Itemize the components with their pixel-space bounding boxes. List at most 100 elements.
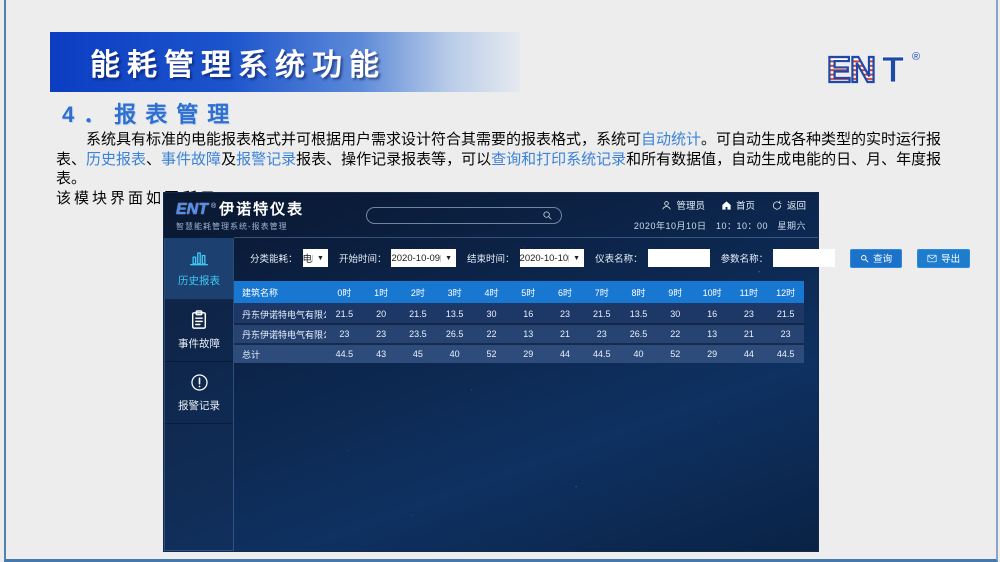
value-cell: 22 bbox=[670, 329, 681, 339]
query-button[interactable]: 查询 bbox=[850, 248, 903, 268]
sidebar-item-event-fault[interactable]: 事件故障 bbox=[165, 300, 233, 362]
value-cell: 44 bbox=[743, 349, 754, 359]
value-cell: 21.5 bbox=[335, 309, 354, 319]
value-cell: 23 bbox=[743, 309, 754, 319]
sidebar-item-alarm-record[interactable]: 报警记录 bbox=[165, 362, 233, 424]
back-button[interactable]: 返回 bbox=[771, 198, 806, 212]
chevron-down-icon: ▼ bbox=[440, 254, 456, 262]
datetime-display: 2020年10月10日 10：10：00 星期六 bbox=[633, 221, 806, 231]
value-cell: 21 bbox=[559, 329, 570, 339]
table-total-row[interactable]: 总计 44.5 43 45 40 52 29 44 44.5 40 52 29 44 44.5 bbox=[234, 343, 804, 363]
value-cell: 52 bbox=[486, 349, 497, 359]
table-header-cell: 建筑名称 bbox=[242, 287, 279, 298]
app-body: 历史报表 事件故障 bbox=[164, 238, 971, 551]
sidebar-empty-panel bbox=[165, 424, 233, 550]
home-button[interactable]: 首页 bbox=[721, 198, 755, 212]
value-cell: 16 bbox=[707, 309, 718, 319]
building-name-cell: 总计 bbox=[242, 349, 261, 360]
section-title: 4．报表管理 bbox=[62, 102, 239, 127]
sidebar-item-label: 报警记录 bbox=[178, 399, 220, 412]
table-row[interactable]: 丹东伊诺特电气有限公司 23 23 23.5 26.5 22 13 21 23 26.5 22 13 2… bbox=[234, 323, 804, 343]
value-cell: 52 bbox=[670, 349, 681, 359]
value-cell: 23 bbox=[376, 329, 387, 339]
end-time-label: 结束时间： bbox=[467, 254, 515, 265]
table-header-cell: 7时 bbox=[594, 287, 609, 298]
table-header-cell: 4时 bbox=[484, 287, 499, 298]
value-cell: 40 bbox=[633, 349, 644, 359]
app-subtitle: 智慧能耗管理系统-报表管理 bbox=[176, 222, 288, 231]
highlighted-term: 事件故障 bbox=[161, 150, 222, 168]
home-icon bbox=[722, 200, 731, 210]
slide-banner: 能耗管理系统功能 bbox=[50, 32, 520, 92]
value-cell: 21.5 bbox=[592, 309, 611, 319]
table-header-cell: 11时 bbox=[739, 287, 758, 298]
building-name-cell: 丹东伊诺特电气有限公司 bbox=[242, 309, 326, 320]
header-right: 管理员 首页 返回 bbox=[634, 198, 806, 232]
meter-name-label: 仪表名称： bbox=[595, 254, 643, 265]
home-label: 首页 bbox=[735, 201, 755, 212]
value-cell: 43 bbox=[376, 349, 387, 359]
table-header-cell: 1时 bbox=[374, 287, 389, 298]
ent-logo-t: T bbox=[882, 49, 904, 90]
table-row[interactable]: 丹东伊诺特电气有限公司 21.5 20 21.5 13.5 30 16 23 21.5 13.5 3… bbox=[234, 303, 804, 323]
query-button-label: 查询 bbox=[873, 254, 893, 265]
meter-name-input[interactable] bbox=[647, 249, 710, 267]
report-table: 建筑名称 0时 1时 2时 3时 4时 5时 6时 7时 8时 9时 10时 11时 12时 丹东伊诺特电… bbox=[234, 281, 804, 363]
param-name-label: 参数名称： bbox=[720, 254, 769, 265]
value-cell: 23.5 bbox=[409, 329, 427, 339]
value-cell: 23 bbox=[559, 309, 570, 319]
bar-chart-icon bbox=[190, 252, 208, 266]
value-cell: 23 bbox=[339, 329, 350, 339]
table-header-cell: 8时 bbox=[631, 287, 646, 298]
table-header-cell: 10时 bbox=[702, 287, 722, 298]
table-header-row: 建筑名称 0时 1时 2时 3时 4时 5时 6时 7时 8时 9时 10时 11时 12时 bbox=[234, 281, 804, 303]
table-body: 丹东伊诺特电气有限公司 21.5 20 21.5 13.5 30 16 23 21.5 13.5 3… bbox=[234, 303, 804, 363]
envelope-icon bbox=[927, 254, 937, 262]
app-brand-name: 伊诺特仪表 bbox=[219, 201, 305, 218]
value-cell: 21.5 bbox=[776, 309, 795, 319]
value-cell: 13.5 bbox=[445, 309, 464, 319]
value-cell: 29 bbox=[707, 349, 718, 359]
search-icon bbox=[543, 210, 552, 220]
highlighted-term: 自动统计 bbox=[641, 131, 702, 148]
value-cell: 16 bbox=[523, 309, 534, 319]
value-cell: 45 bbox=[412, 349, 423, 359]
content-area: 分类能耗： 电 ▼ 开始时间： 2020-10-09 ▼ 结束时间： 2020-… bbox=[234, 238, 971, 551]
header-divider bbox=[234, 237, 818, 238]
clipboard-icon bbox=[191, 310, 207, 329]
value-cell: 23 bbox=[596, 329, 607, 339]
app-header: ENT ® 伊诺特仪表 智慧能耗管理系统-报表管理 bbox=[164, 193, 818, 237]
value-cell: 21 bbox=[743, 329, 754, 339]
param-name-input[interactable] bbox=[773, 249, 836, 267]
start-date-select[interactable]: 2020-10-09 ▼ bbox=[391, 249, 457, 267]
value-cell: 13 bbox=[523, 329, 534, 339]
value-cell: 44 bbox=[559, 349, 570, 359]
end-date-value: 2020-10-10 bbox=[519, 252, 569, 264]
sidebar-item-history-report[interactable]: 历史报表 bbox=[165, 238, 233, 300]
body-text: 及 bbox=[221, 150, 237, 168]
paragraph-line: 系统具有标准的电能报表格式并可根据用户需求设计符合其需要的报表格式，系统可自动统… bbox=[56, 130, 964, 189]
value-cell: 22 bbox=[486, 329, 497, 339]
alert-circle-icon bbox=[190, 373, 208, 391]
user-menu[interactable]: 管理员 bbox=[661, 198, 705, 212]
start-date-value: 2020-10-09 bbox=[391, 252, 441, 264]
body-text: 和所有数据值，自动生成电能的日、月、年度报表。 bbox=[56, 150, 942, 188]
chevron-down-icon: ▼ bbox=[568, 254, 584, 262]
table-header-cell: 0时 bbox=[337, 287, 352, 298]
app-brand: ENT ® 伊诺特仪表 智慧能耗管理系统-报表管理 bbox=[176, 198, 304, 232]
export-button[interactable]: 导出 bbox=[917, 248, 971, 268]
table-header-cell: 6时 bbox=[557, 287, 572, 298]
sidebar: 历史报表 事件故障 bbox=[164, 238, 234, 551]
value-cell: 30 bbox=[486, 309, 497, 319]
ent-logo-en: EN bbox=[827, 49, 875, 90]
highlighted-term: 查询和打印系统记录 bbox=[491, 150, 627, 168]
value-cell: 26.5 bbox=[445, 329, 464, 339]
search-input[interactable] bbox=[366, 206, 563, 224]
table-header-cell: 9时 bbox=[668, 287, 683, 298]
banner-title: 能耗管理系统功能 bbox=[90, 49, 386, 82]
body-paragraph: 系统具有标准的电能报表格式并可根据用户需求设计符合其需要的报表格式，系统可自动统… bbox=[56, 130, 964, 208]
app-brand-row: ENT ® 伊诺特仪表 bbox=[176, 198, 304, 219]
category-select[interactable]: 电 ▼ bbox=[302, 249, 328, 267]
body-text: 。可自动生成各种类型的实时运行报表、 bbox=[56, 131, 942, 168]
end-date-select[interactable]: 2020-10-10 ▼ bbox=[519, 249, 585, 267]
